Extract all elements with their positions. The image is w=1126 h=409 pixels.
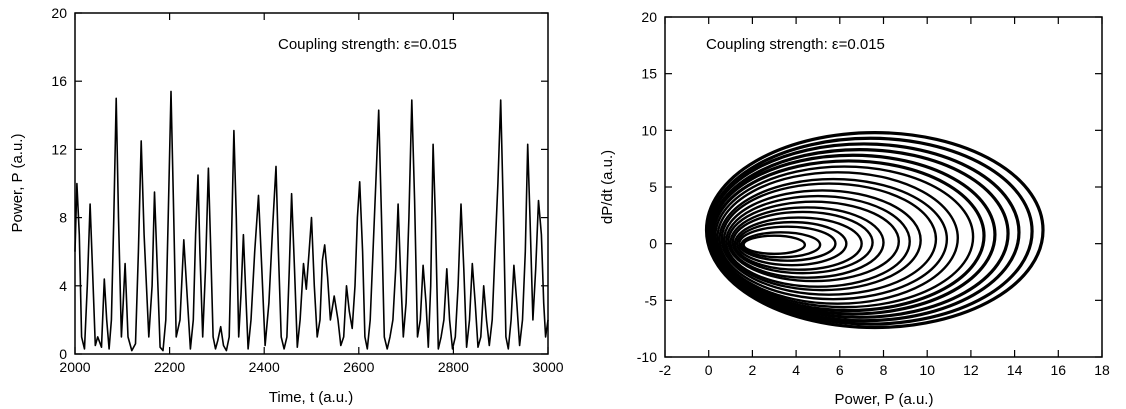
y-tick-label: 5 — [649, 179, 657, 195]
y-tick-label: 10 — [641, 122, 657, 138]
trajectory-loop — [740, 231, 822, 259]
x-tick-label: 12 — [963, 362, 979, 378]
x-tick-label: 3000 — [532, 359, 563, 375]
trajectory-loop — [714, 165, 975, 309]
x-tick-label: 8 — [880, 362, 888, 378]
x-tick-label: 2000 — [59, 359, 90, 375]
y-tick-label: 4 — [59, 278, 67, 294]
y-tick-label: -5 — [645, 292, 658, 308]
x-tick-label: 10 — [919, 362, 935, 378]
trajectory-loop — [720, 182, 938, 296]
y-tick-label: 0 — [649, 236, 657, 252]
y-tick-label: 16 — [51, 73, 67, 89]
y-tick-label: 8 — [59, 210, 67, 226]
y-tick-labels: 0 4 8 12 16 20 — [51, 5, 67, 362]
y-tick-label: 20 — [641, 9, 657, 25]
trajectory-loop — [742, 234, 807, 256]
x-tick-labels: 2000 2200 2400 2600 2800 3000 — [59, 359, 563, 375]
x-tick-label: 2400 — [249, 359, 280, 375]
x-tick-label: 0 — [705, 362, 713, 378]
x-axis-label: Power, P (a.u.) — [835, 391, 934, 408]
trajectory-loop — [704, 131, 1045, 330]
y-axis-label: Power, P (a.u.) — [9, 134, 26, 233]
tick-marks — [664, 16, 1103, 358]
x-tick-label: 2200 — [154, 359, 185, 375]
plot-frame — [74, 12, 549, 355]
trajectory-loop — [718, 177, 949, 301]
trajectory-loop — [733, 216, 863, 271]
trajectory-loop — [709, 153, 997, 316]
power-time-chart: 2000 2200 2400 2600 2800 3000 0 4 8 12 16 20 Coupl… — [9, 5, 564, 406]
x-axis-label: Time, t (a.u.) — [269, 389, 353, 406]
trajectory-loop — [711, 159, 986, 313]
x-tick-label: 18 — [1094, 362, 1110, 378]
x-tick-label: 2800 — [438, 359, 469, 375]
coupling-annotation: Coupling strength: ε=0.015 — [278, 36, 457, 53]
x-tick-label: 14 — [1007, 362, 1023, 378]
coupling-annotation: Coupling strength: ε=0.015 — [706, 36, 885, 53]
trajectory-loop — [727, 200, 900, 283]
trajectory-loop — [722, 189, 922, 292]
x-tick-labels: -2 0 2 4 6 8 10 12 14 16 18 — [659, 362, 1110, 378]
y-axis-label: dP/dt (a.u.) — [599, 150, 616, 224]
trajectory-loop — [716, 171, 959, 305]
trajectory-loop — [729, 206, 885, 279]
y-tick-label: 15 — [641, 66, 657, 82]
y-tick-label: 0 — [59, 346, 67, 362]
y-tick-label: -10 — [637, 349, 657, 365]
trajectory-loop — [735, 220, 848, 267]
x-tick-label: 6 — [836, 362, 844, 378]
trajectory-loop — [724, 194, 911, 288]
y-tick-label: 12 — [51, 141, 67, 157]
trajectory-loop — [731, 210, 874, 275]
power-series-line — [74, 90, 549, 352]
phase-portrait-chart: -2 0 2 4 6 8 10 12 14 16 18 -10 -5 0 5 10 15 20 Coupling… — [599, 9, 1110, 408]
tick-marks — [74, 12, 549, 355]
x-tick-label: 4 — [792, 362, 800, 378]
y-tick-labels: -10 -5 0 5 10 15 20 — [637, 9, 657, 365]
trajectory-loops — [704, 131, 1045, 330]
trajectory-loop — [738, 225, 837, 262]
x-tick-label: 2 — [749, 362, 757, 378]
x-tick-label: -2 — [659, 362, 672, 378]
trajectory-loop — [707, 142, 1021, 323]
y-tick-label: 20 — [51, 5, 67, 21]
x-tick-label: 16 — [1051, 362, 1067, 378]
x-tick-label: 2600 — [343, 359, 374, 375]
